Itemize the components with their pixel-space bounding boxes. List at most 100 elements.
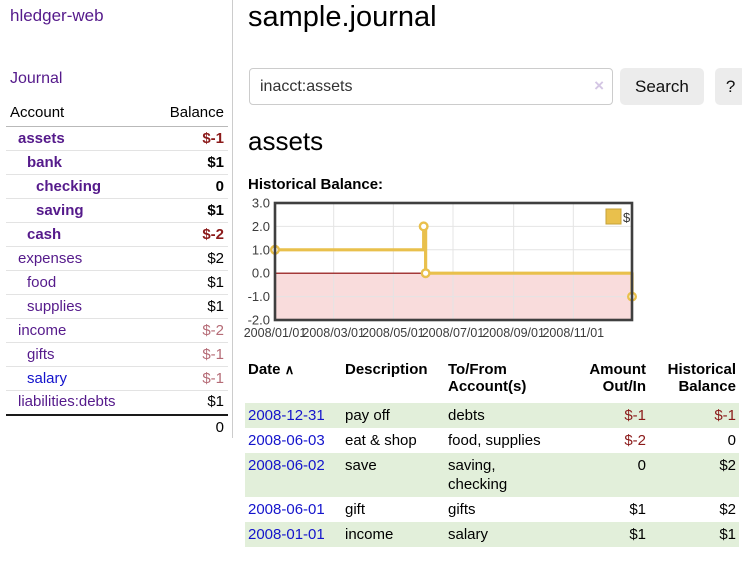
- y-tick-label: 0.0: [252, 266, 270, 281]
- transaction-date-cell: 2008-06-02: [245, 453, 342, 497]
- x-tick-label: 2008/11/01: [542, 326, 604, 340]
- transaction-date-link[interactable]: 2008-06-03: [248, 432, 325, 449]
- transaction-date-cell: 2008-12-31: [245, 403, 342, 428]
- account-row: cash $-2: [6, 222, 228, 247]
- y-tick-label: 2.0: [252, 219, 270, 234]
- account-balance: $1: [149, 198, 228, 223]
- transaction-description: pay off: [342, 403, 445, 428]
- date-column-header[interactable]: Date ∧: [245, 359, 342, 403]
- historical-column-header: Historical Balance: [667, 361, 736, 395]
- x-tick-label: 2008/09/01: [482, 326, 545, 340]
- account-balance: $-1: [149, 342, 228, 367]
- amount-column-header: Amount Out/In: [589, 361, 646, 395]
- transaction-amount: $-1: [578, 403, 649, 428]
- transaction-accounts: gifts: [448, 501, 476, 518]
- transaction-date-link[interactable]: 2008-01-01: [248, 526, 325, 543]
- description-column-header: Description: [345, 361, 428, 378]
- historical-balance-chart: 3.0 2.0 1.0 0.0 -1.0 -2.0 2008/01/01 2008/03/01…: [243, 196, 642, 346]
- search-box: ×: [249, 68, 613, 105]
- account-link[interactable]: bank: [27, 153, 63, 171]
- sidebar-divider: [232, 0, 233, 438]
- transaction-row: 2008-01-01 income salary $1 $1: [245, 522, 739, 547]
- transactions-table: Date ∧ Description To/From Account(s) Am…: [245, 359, 739, 547]
- sidebar: hledger-web Journal Account Balance asse…: [0, 0, 232, 582]
- account-row: expenses $2: [6, 246, 228, 271]
- date-header-label: Date: [248, 361, 281, 378]
- account-link[interactable]: assets: [18, 129, 65, 147]
- account-link[interactable]: income: [18, 321, 67, 339]
- transaction-historical-balance: $2: [649, 453, 739, 497]
- sort-ascending-icon: ∧: [284, 362, 295, 377]
- accounts-total-value: 0: [149, 413, 228, 439]
- search-form: × Search ?: [249, 68, 742, 105]
- transaction-date-cell: 2008-06-03: [245, 428, 342, 453]
- account-balance: $1: [149, 294, 228, 319]
- account-balance: $1: [149, 270, 228, 295]
- account-balance: $-1: [202, 129, 224, 147]
- transaction-date-link[interactable]: 2008-06-02: [248, 457, 325, 474]
- accounts-total-row: 0: [6, 413, 228, 439]
- x-tick-label: 2008/01/01: [244, 326, 307, 340]
- transaction-description: income: [342, 522, 445, 547]
- accounts-tbody: assets $-1 bank $1 checking 0 saving $1 cash $-2 e…: [6, 127, 228, 415]
- transaction-description: gift: [345, 501, 366, 518]
- account-link[interactable]: salary: [27, 369, 68, 387]
- account-row: checking 0: [6, 174, 228, 199]
- transaction-row: 2008-12-31 pay off debts $-1 $-1: [245, 403, 739, 428]
- y-tick-label: -1.0: [248, 289, 270, 304]
- account-link[interactable]: expenses: [18, 249, 83, 267]
- app-brand-link[interactable]: hledger-web: [10, 6, 104, 25]
- accounts-balance-table: Account Balance assets $-1 bank $1 checking 0…: [6, 100, 228, 439]
- accounts-header-row: Account Balance: [6, 100, 228, 127]
- account-link[interactable]: food: [27, 273, 57, 291]
- transaction-date-link[interactable]: 2008-12-31: [248, 407, 325, 424]
- sidebar-item-journal[interactable]: Journal: [10, 70, 63, 87]
- legend-swatch: [605, 208, 622, 225]
- account-balance: $-2: [149, 222, 228, 247]
- account-balance: $2: [149, 246, 228, 271]
- account-row: bank $1: [6, 150, 228, 175]
- account-link[interactable]: liabilities:debts: [18, 393, 116, 411]
- transactions-tbody: 2008-12-31 pay off debts $-1 $-1 2008-06-03 ea…: [245, 403, 739, 547]
- search-input[interactable]: [249, 68, 613, 105]
- account-link[interactable]: cash: [27, 225, 62, 243]
- historical-balance-label: Historical Balance:: [248, 176, 384, 193]
- transaction-date-cell: 2008-06-01: [245, 497, 342, 522]
- account-row: gifts $-1: [6, 342, 228, 367]
- transaction-amount: $-2: [624, 432, 646, 449]
- account-balance: $-1: [149, 366, 228, 391]
- transaction-row: 2008-06-01 gift gifts $1 $2: [245, 497, 739, 522]
- transaction-date-link[interactable]: 2008-06-01: [248, 501, 325, 518]
- transaction-historical-balance: $2: [719, 501, 736, 518]
- data-point-marker: [418, 221, 429, 232]
- account-row: liabilities:debts $1: [6, 390, 228, 415]
- account-balance: $1: [149, 390, 228, 415]
- transaction-historical-balance: $-1: [649, 403, 739, 428]
- account-balance: 0: [149, 174, 228, 199]
- transaction-amount: 0: [578, 453, 649, 497]
- account-balance: $-2: [149, 318, 228, 343]
- x-tick-label: 2008/03/01: [302, 326, 365, 340]
- account-row: assets $-1: [6, 127, 228, 151]
- account-link[interactable]: saving: [36, 201, 84, 219]
- transaction-accounts: food, supplies: [448, 432, 541, 449]
- account-balance: $1: [149, 150, 228, 175]
- y-tick-label: 1.0: [252, 242, 270, 257]
- transaction-accounts: salary: [445, 522, 578, 547]
- clear-search-icon[interactable]: ×: [594, 76, 604, 95]
- help-button[interactable]: ?: [714, 68, 742, 105]
- account-link[interactable]: gifts: [27, 345, 55, 363]
- transaction-row: 2008-06-03 eat & shop food, supplies $-2 0: [245, 428, 739, 453]
- y-tick-label: -2.0: [248, 313, 270, 328]
- account-link[interactable]: supplies: [27, 297, 83, 315]
- data-point-marker: [420, 268, 431, 279]
- account-link[interactable]: checking: [36, 177, 102, 195]
- main-content: sample.journal × Search ? assets Histori…: [243, 0, 742, 582]
- transaction-description: save: [342, 453, 445, 497]
- transaction-date-cell: 2008-01-01: [245, 522, 342, 547]
- account-row: saving $1: [6, 198, 228, 223]
- accounts-total-spacer: [6, 413, 150, 439]
- account-row: income $-2: [6, 318, 228, 343]
- transaction-amount: $1: [578, 522, 649, 547]
- search-button[interactable]: Search: [620, 68, 704, 105]
